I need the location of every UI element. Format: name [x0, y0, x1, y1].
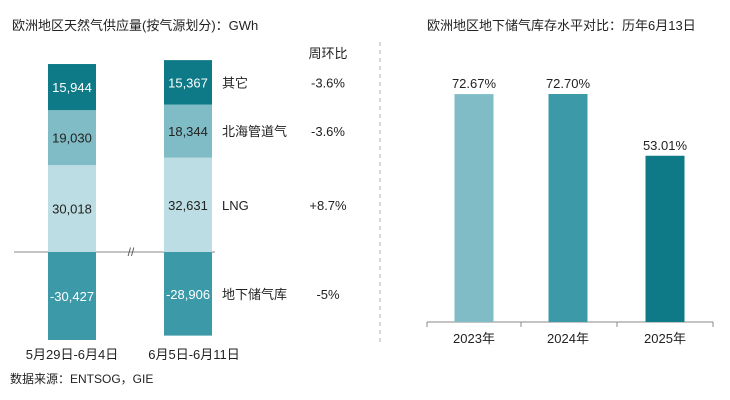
wow-change-value: -3.6% [311, 75, 345, 90]
series-label: 其它 [222, 75, 248, 90]
bar [454, 94, 494, 322]
bar-segment [48, 110, 96, 166]
bar-segment-label: -30,427 [50, 289, 94, 304]
bar-segment [164, 252, 212, 336]
bar [645, 155, 685, 322]
bar-segment [48, 252, 96, 340]
bar-segment-label: -28,906 [166, 287, 210, 302]
wow-change-value: -3.6% [311, 124, 345, 139]
bar-segment-label: 18,344 [168, 124, 208, 139]
bar-segment-label: 19,030 [52, 131, 92, 146]
series-label: 地下储气库 [222, 287, 287, 302]
bar-segment [164, 157, 212, 252]
x-tick-label: 6月5日-6月11日 [148, 347, 240, 362]
bar-segment-label: 15,944 [52, 80, 92, 95]
bar-value-label: 72.70% [546, 76, 591, 91]
bar-segment [164, 60, 212, 105]
bar [548, 94, 588, 322]
series-label: LNG [222, 198, 249, 213]
bar-segment [48, 64, 96, 111]
bar-segment-label: 15,367 [168, 75, 208, 90]
left-chart-title: 欧洲地区天然气供应量(按气源划分)：GWh [12, 18, 258, 33]
left-chart: // 30,018 19,030 15,944 -30,427 5月29日-6月4日 32,… [14, 60, 347, 362]
bar-segment [48, 165, 96, 252]
x-tick-label: 5月29日-6月4日 [26, 347, 118, 362]
x-tick-label: 2025年 [644, 331, 686, 346]
x-tick-label: 2023年 [453, 331, 495, 346]
bar-segment [164, 104, 212, 158]
bar-value-label: 72.67% [452, 76, 497, 91]
axis-break-mark: // [128, 245, 135, 259]
source-note: 数据来源：ENTSOG，GIE [10, 371, 153, 386]
bar-segment-label: 32,631 [168, 198, 208, 213]
right-chart: 72.67% 2023年 72.70% 2024年 53.01% 2025年 [426, 76, 714, 346]
wow-change-value: +8.7% [309, 198, 347, 213]
series-label: 北海管道气 [222, 124, 287, 139]
change-header: 周环比 [308, 46, 347, 61]
wow-change-value: -5% [316, 287, 340, 302]
right-chart-title: 欧洲地区地下储气库存水平对比：历年6月13日 [427, 18, 696, 33]
bar-segment-label: 30,018 [52, 202, 92, 217]
x-tick-label: 2024年 [547, 331, 589, 346]
bar-value-label: 53.01% [643, 138, 688, 153]
